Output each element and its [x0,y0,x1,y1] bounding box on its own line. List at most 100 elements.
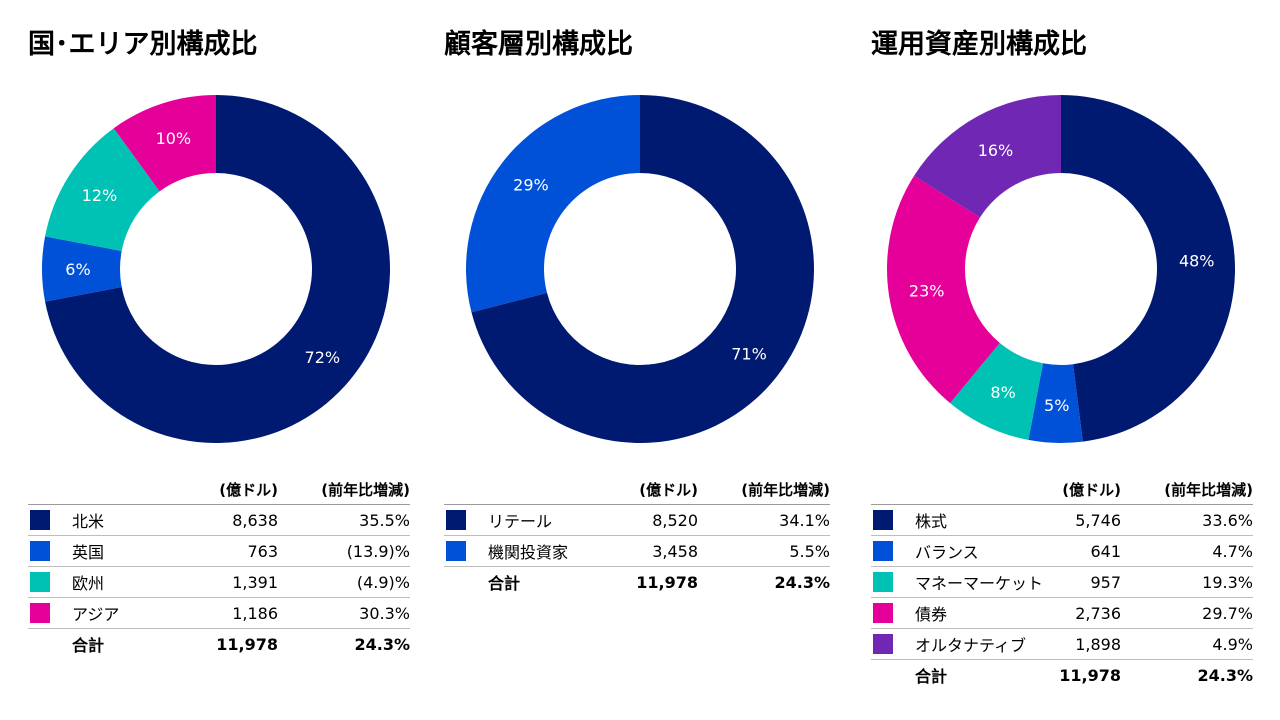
table-row: 英国 763 (13.9)% [28,535,410,567]
row-amount: 1,391 [208,566,278,598]
total-amount: 11,978 [216,634,278,654]
total-amount: 11,978 [1059,665,1121,685]
slice-percent-label: 72% [305,348,341,367]
donut-slice [1061,95,1235,442]
table-row: 北米 8,638 35.5% [28,504,410,536]
table-row: 株式 5,746 33.6% [871,504,1253,536]
row-change: 34.1% [698,504,830,536]
legend-swatch [30,572,50,593]
row-change: 5.5% [698,535,830,567]
slice-percent-label: 12% [82,186,118,205]
donut-slice [45,128,160,252]
row-amount: 8,638 [208,504,278,536]
row-change: 4.9% [1121,628,1253,660]
donut-chart-asset: 48% 5% 8% 23% 16% [887,95,1235,443]
row-name: 欧州 [72,566,208,598]
legend-swatch [30,541,50,562]
slice-percent-label: 23% [909,281,945,300]
slice-percent-label: 29% [513,175,549,194]
row-change: 33.6% [1121,504,1253,536]
donut-chart-customer: 71% 29% [466,95,814,443]
row-change: 19.3% [1121,566,1253,598]
row-amount: 8,520 [628,504,698,536]
legend-swatch [873,603,893,624]
total-label: 合計 [915,667,948,686]
table-row: マネーマーケット 957 19.3% [871,566,1253,598]
row-name: 北米 [72,504,208,536]
row-amount: 1,186 [208,597,278,629]
donut-slice [466,95,640,313]
total-change: 24.3% [354,634,410,654]
legend-swatch [873,572,893,593]
total-row: 合計 11,978 24.3% [444,567,830,598]
slice-percent-label: 48% [1179,251,1215,270]
slice-percent-label: 71% [731,345,767,364]
slice-percent-label: 10% [156,129,192,148]
slice-percent-label: 16% [978,141,1014,160]
row-change: (4.9)% [278,566,410,598]
legend-table-customer: (億ドル) (前年比増減) リテール 8,520 34.1% 機関投資家 3,458 5.… [444,478,830,597]
donut-slice [1028,363,1083,443]
total-amount: 11,978 [636,572,698,592]
total-row: 合計 11,978 24.3% [871,660,1253,691]
legend-swatch [446,510,466,531]
row-name: オルタナティブ [915,628,1051,660]
row-amount: 763 [208,535,278,567]
panel-asset: 運用資産別構成比 48% 5% 8% 23% 16% (億ドル) (前年比増減) 株式 5… [871,0,1280,720]
chart-title: 国･エリア別構成比 [28,29,258,60]
chart-title: 運用資産別構成比 [871,29,1087,60]
row-amount: 2,736 [1051,597,1121,629]
legend-swatch [873,510,893,531]
total-change: 24.3% [1197,665,1253,685]
table-row: リテール 8,520 34.1% [444,504,830,536]
row-amount: 5,746 [1051,504,1121,536]
row-change: (13.9)% [278,535,410,567]
total-label: 合計 [488,574,521,593]
row-name: リテール [488,504,628,536]
row-name: 機関投資家 [488,535,628,567]
row-name: 株式 [915,504,1051,536]
row-name: バランス [915,535,1051,567]
legend-swatch [30,510,50,531]
table-row: アジア 1,186 30.3% [28,597,410,629]
row-name: マネーマーケット [915,566,1051,598]
row-change: 35.5% [278,504,410,536]
row-change: 4.7% [1121,535,1253,567]
chart-title: 顧客層別構成比 [444,29,633,60]
legend-swatch [873,634,893,655]
donut-slice [887,175,1000,404]
donut-slice [41,236,122,302]
unit-header: (億ドル) [628,478,698,505]
table-row: 債券 2,736 29.7% [871,597,1253,629]
slice-percent-label: 5% [1044,396,1069,415]
legend-table-asset: (億ドル) (前年比増減) 株式 5,746 33.6% バランス 641 4.7% マネー… [871,478,1253,690]
change-header: (前年比増減) [698,478,830,505]
total-row: 合計 11,978 24.3% [28,629,410,660]
unit-header: (億ドル) [208,478,278,505]
total-change: 24.3% [774,572,830,592]
row-amount: 3,458 [628,535,698,567]
panel-customer: 顧客層別構成比 71% 29% (億ドル) (前年比増減) リテール 8,520 34… [444,0,844,720]
donut-slice [471,95,814,443]
table-row: オルタナティブ 1,898 4.9% [871,628,1253,660]
donut-chart-region: 72% 6% 12% 10% [41,95,390,443]
table-row: バランス 641 4.7% [871,535,1253,567]
donut-slice [950,342,1044,440]
row-amount: 641 [1051,535,1121,567]
legend-swatch [446,541,466,562]
legend-swatch [873,541,893,562]
legend-table-region: (億ドル) (前年比増減) 北米 8,638 35.5% 英国 763 (13.9)% 欧州… [28,478,410,659]
change-header: (前年比増減) [1121,478,1253,505]
donut-slice [45,95,390,443]
donut-slice [914,95,1061,218]
table-row: 機関投資家 3,458 5.5% [444,535,830,567]
row-amount: 957 [1051,566,1121,598]
unit-header: (億ドル) [1051,478,1121,505]
row-name: 債券 [915,597,1051,629]
table-row: 欧州 1,391 (4.9)% [28,566,410,598]
panel-region: 国･エリア別構成比 72% 6% 12% 10% (億ドル) (前年比増減) 北米 8,… [28,0,428,720]
slice-percent-label: 6% [65,260,90,279]
slice-percent-label: 8% [990,383,1015,402]
row-amount: 1,898 [1051,628,1121,660]
total-label: 合計 [72,636,105,655]
